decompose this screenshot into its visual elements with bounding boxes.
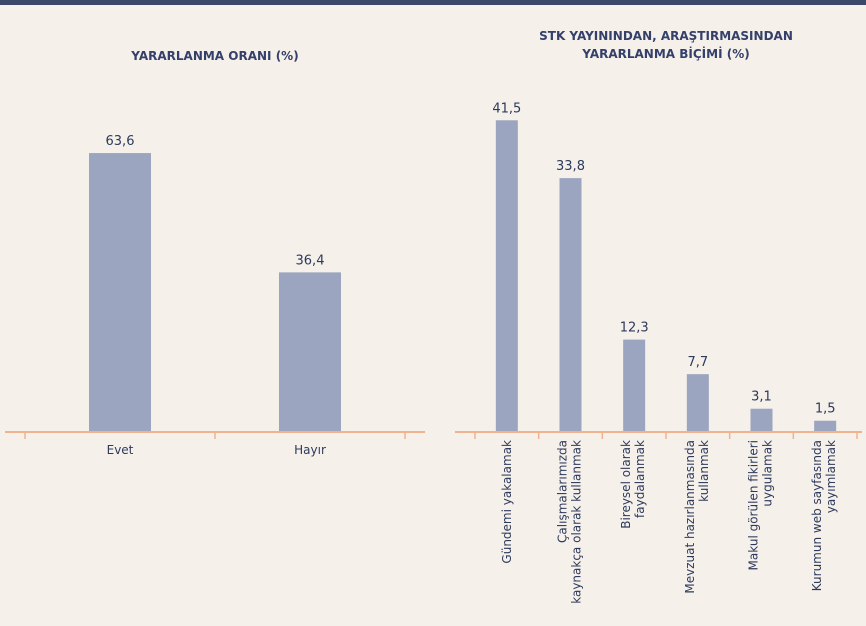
x-tick-label: Evet [107,443,134,457]
bar [279,272,341,432]
data-label: 7,7 [687,355,708,370]
x-tick-label: Mevzuat hazırlanmasındakullanmak [683,440,711,594]
bar [814,420,837,432]
bar [750,408,773,432]
x-tick-label: Bireysel olarakfaydalanmak [619,440,647,529]
data-label: 3,1 [751,390,772,405]
x-tick-label: Çalışmalarımızdakaynakça olarak kullanma… [556,440,584,604]
bar [495,120,518,433]
bar [89,153,151,432]
bar [623,339,646,432]
x-tick-label: Hayır [294,443,326,457]
data-label: 12,3 [620,321,649,336]
x-tick-label: Makul görülen fikirleriuygulamak [747,440,775,570]
data-label: 33,8 [556,159,585,174]
data-label: 1,5 [815,402,836,417]
x-tick-label: Kurumun web sayfasındayayımlamak [810,440,838,591]
data-label: 63,6 [106,134,135,149]
chart-title: STK YAYININDAN, ARAŞTIRMASINDAN YARARLANM… [539,29,793,61]
data-label: 36,4 [296,253,325,268]
bar [686,374,709,432]
bar [559,178,582,432]
chart-title: YARARLANMA ORANI (%) [130,49,298,63]
x-tick-label: Gündemi yakalamak [500,440,514,564]
top-bar [0,0,866,5]
data-label: 41,5 [492,101,521,116]
